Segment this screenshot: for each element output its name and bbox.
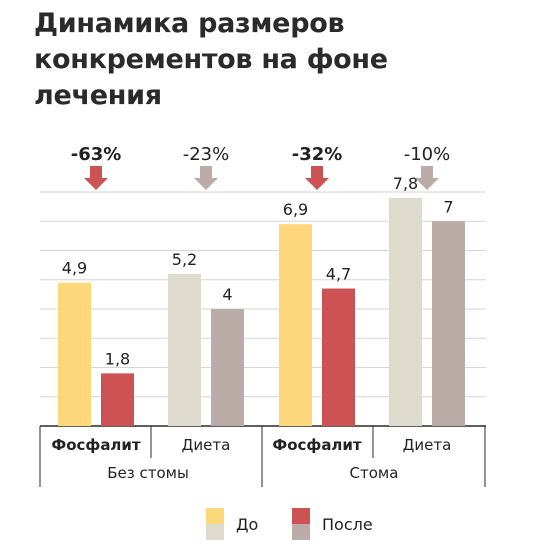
down-arrow-icon: [194, 166, 218, 190]
legend-label: После: [322, 515, 373, 534]
bar-before: [58, 282, 91, 426]
group-label: Стома: [350, 464, 399, 482]
down-arrow-icon: [84, 166, 108, 190]
down-arrow-icon: [305, 166, 329, 190]
data-label: 5,2: [172, 250, 197, 269]
data-label: 4: [222, 285, 232, 304]
change-label: -10%: [404, 144, 451, 165]
chart-title: Динамика размеров конкрементов на фоне л…: [34, 8, 388, 111]
change-label: -32%: [292, 144, 343, 165]
bar-before: [389, 197, 422, 426]
data-label: 6,9: [283, 200, 308, 219]
bar-before: [279, 224, 312, 426]
bar-after: [432, 221, 465, 426]
legend-swatch: [292, 508, 310, 524]
change-label: -63%: [71, 144, 122, 165]
category-label: Диета: [182, 436, 231, 454]
category-label: Фосфалит: [272, 436, 362, 454]
data-label: 4,7: [326, 265, 351, 284]
change-label: -23%: [183, 144, 230, 165]
legend-swatch: [292, 524, 310, 540]
down-arrow-icon: [415, 166, 439, 190]
legend-label: До: [236, 515, 258, 534]
data-label: 7,8: [393, 174, 418, 193]
data-label: 1,8: [105, 349, 130, 368]
legend-swatch: [206, 524, 224, 540]
category-label: Диета: [403, 436, 452, 454]
data-label: 7: [443, 197, 453, 216]
category-label: Фосфалит: [51, 436, 141, 454]
legend-swatch: [206, 508, 224, 524]
bar-after: [322, 288, 355, 426]
group-label: Без стомы: [107, 464, 189, 482]
data-label: 4,9: [62, 259, 87, 278]
bar-before: [168, 273, 201, 426]
bar-after: [211, 309, 244, 426]
bar-after: [101, 373, 134, 426]
